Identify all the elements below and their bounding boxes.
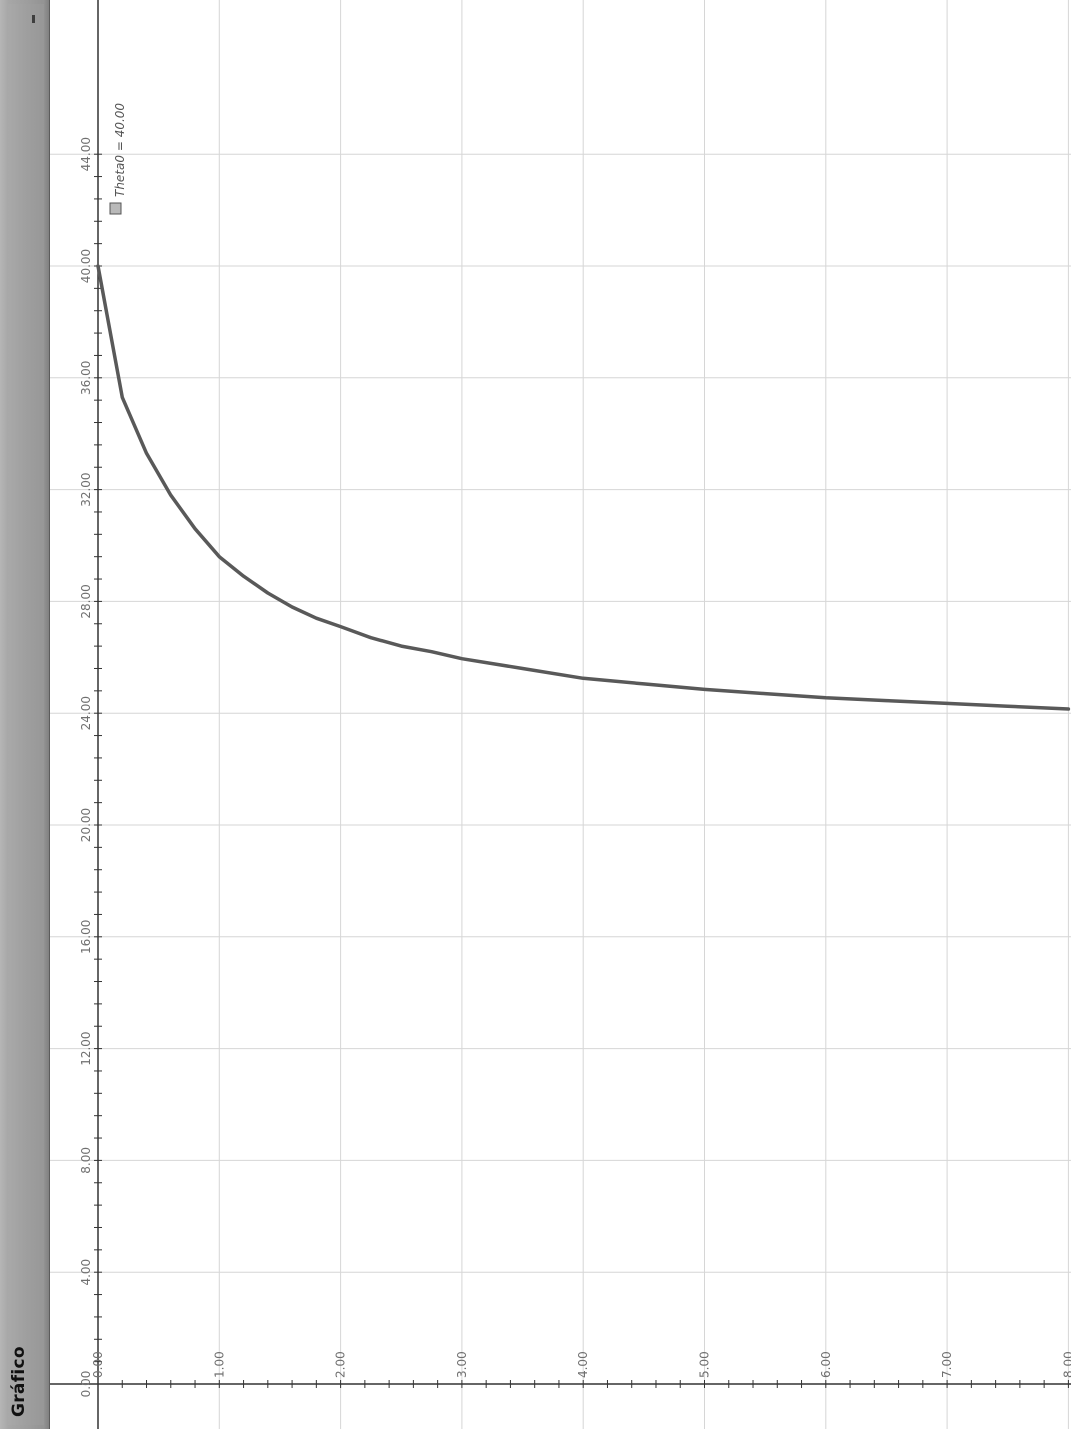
tick-labels: 0.00 1.00 2.00 3.00 4.00 5.00 6.00 7.00 8.00 0.00… (79, 137, 1071, 1397)
x-tick-label: 1.00 (212, 1351, 226, 1378)
y-tick-label: 44.00 (79, 137, 93, 171)
legend: Theta0 = 40.00 (109, 103, 127, 215)
title-bar-stripe (8, 4, 44, 1425)
y-tick-label: 20.00 (79, 808, 93, 842)
x-tick-label: 3.00 (455, 1351, 469, 1378)
window-title: Gráfico (9, 1346, 29, 1417)
x-tick-label: 8.00 (1061, 1351, 1071, 1378)
window-title-text: Gráfico (9, 1346, 29, 1417)
title-bar[interactable]: Gráfico (0, 0, 50, 1429)
x-tick-label: 0.00 (91, 1351, 105, 1378)
series-line (96, 264, 1071, 711)
x-tick-label: 6.00 (819, 1351, 833, 1378)
x-tick-label: 5.00 (698, 1351, 712, 1378)
y-tick-label: 0.00 (79, 1371, 93, 1398)
y-tick-label: 12.00 (79, 1031, 93, 1065)
y-tick-label: 16.00 (79, 920, 93, 954)
x-tick-label: 2.00 (334, 1351, 348, 1378)
legend-swatch (109, 202, 122, 215)
y-tick-label: 24.00 (79, 696, 93, 730)
minimize-button[interactable] (22, 8, 44, 30)
y-tick-label: 8.00 (79, 1147, 93, 1174)
x-tick-label: 7.00 (940, 1351, 954, 1378)
y-tick-label: 4.00 (79, 1259, 93, 1286)
minimize-icon (32, 15, 35, 23)
axis-ticks (94, 153, 1069, 1388)
series-curves (96, 264, 1071, 711)
y-tick-label: 32.00 (79, 472, 93, 506)
legend-label: Theta0 = 40.00 (113, 103, 127, 197)
y-tick-label: 40.00 (79, 249, 93, 283)
x-tick-label: 4.00 (576, 1351, 590, 1378)
plot-area[interactable]: 0.00 1.00 2.00 3.00 4.00 5.00 6.00 7.00 8.00 0.00… (50, 0, 1071, 1429)
y-tick-label: 28.00 (79, 584, 93, 618)
axes (50, 0, 1071, 1429)
grid-lines (50, 0, 1071, 1429)
chart-canvas[interactable]: 0.00 1.00 2.00 3.00 4.00 5.00 6.00 7.00 8.00 0.00… (50, 0, 1071, 1429)
y-tick-label: 36.00 (79, 361, 93, 395)
